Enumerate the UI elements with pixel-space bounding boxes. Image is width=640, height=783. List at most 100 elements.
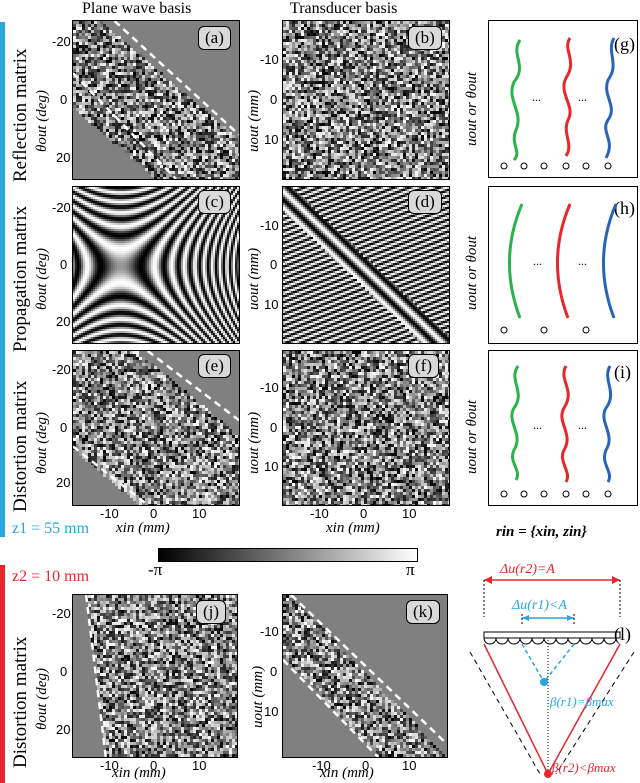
curve-i-blue [602, 365, 613, 483]
yaxis-label-j: θout (deg) [34, 668, 51, 730]
panel-f-image [282, 350, 450, 506]
panel-j-image [72, 594, 238, 758]
panel-d-image [282, 186, 450, 344]
ytick: 0 [60, 664, 67, 679]
rin-label: rin = {xin, zin} [496, 524, 587, 541]
ytick: 10 [264, 459, 278, 474]
tag-a: (a) [198, 26, 231, 50]
tag-b: (b) [408, 26, 442, 50]
ytick: -10 [260, 624, 279, 639]
ytick: -20 [52, 34, 71, 49]
yaxis-label-c: θout (deg) [34, 248, 51, 310]
panel-e-image [72, 350, 240, 506]
tag-j: (j) [196, 600, 227, 624]
curve-h-blue [602, 203, 618, 319]
ytick: 20 [56, 475, 70, 490]
ytick: -20 [52, 362, 71, 377]
xtick: 10 [402, 758, 416, 773]
ytick: -20 [52, 606, 71, 621]
yaxis-label-d: uout (mm) [246, 248, 263, 310]
delta-u-inner: Δu(r1)<A [512, 598, 567, 614]
colorbar-min: -π [148, 560, 162, 580]
ytick: 0 [270, 420, 277, 435]
delta-u-outer: Δu(r2)=A [500, 562, 555, 578]
curve-i-green [510, 365, 520, 481]
curve-g-blue [604, 37, 616, 159]
curve-i-red [560, 365, 570, 483]
xtick: 0 [362, 758, 369, 773]
column-title-plane-wave: Plane wave basis [82, 0, 191, 18]
curve-g-green [510, 39, 522, 162]
panel-k-image [282, 594, 448, 758]
yaxis-label-e: θout (deg) [34, 412, 51, 474]
panel-b-image [282, 20, 450, 180]
xtick: -10 [100, 758, 119, 773]
row-label-distortion-z2: Distortion matrix [10, 637, 32, 768]
tag-l: (l) [614, 624, 631, 645]
tag-e: (e) [198, 354, 231, 378]
xtick: -10 [100, 506, 119, 521]
tag-k: (k) [406, 600, 440, 624]
ellipsis: ... [533, 418, 542, 433]
row-label-propagation: Propagation matrix [10, 206, 32, 352]
curve-h-red [556, 203, 572, 319]
xaxis-label-k: xin (mm) [320, 765, 374, 782]
xtick: 10 [192, 506, 206, 521]
ytick: -10 [260, 218, 279, 233]
ytick: -10 [260, 52, 279, 67]
ytick: 0 [60, 92, 67, 107]
ytick: 20 [56, 314, 70, 329]
z1-bar [0, 22, 5, 537]
panel-l-schematic [469, 576, 635, 778]
ytick: 10 [264, 132, 278, 147]
beta-r2: β(r2)<βmax [552, 760, 616, 776]
yaxis-label-b: uout (mm) [246, 90, 263, 152]
tag-f: (f) [408, 354, 439, 378]
sources-i [500, 490, 612, 498]
xaxis-label-f: xin (mm) [326, 520, 380, 537]
schematic-axis-g: uout or θout [464, 72, 481, 146]
colorbar-max: π [406, 560, 415, 580]
ellipsis: ... [578, 418, 587, 433]
xaxis-label-e: xin (mm) [116, 520, 170, 537]
ytick: 0 [270, 257, 277, 272]
depth-z1: z1 = 55 mm [12, 520, 89, 538]
beta-r1: β(r1)=βmax [550, 694, 614, 710]
ytick: 20 [56, 722, 70, 737]
ytick: 0 [60, 420, 67, 435]
sources-g [500, 162, 612, 170]
row-label-distortion-z1: Distortion matrix [10, 381, 32, 512]
curve-h-green [508, 203, 524, 319]
row-label-reflection: Reflection matrix [10, 49, 32, 182]
ytick: 10 [264, 297, 278, 312]
tag-i: (i) [614, 362, 631, 383]
ytick: 10 [264, 704, 278, 719]
ytick: -20 [52, 200, 71, 215]
schematic-axis-i: uout or θout [464, 400, 481, 474]
schematic-curves [500, 37, 618, 498]
yaxis-label-f: uout (mm) [246, 412, 263, 474]
column-title-transducer: Transducer basis [290, 0, 397, 18]
tag-d: (d) [408, 190, 442, 214]
ellipsis: ... [532, 90, 541, 105]
ytick: 20 [56, 150, 70, 165]
xtick: 0 [360, 506, 367, 521]
ellipsis: ... [533, 254, 542, 269]
z2-bar [0, 565, 5, 783]
xaxis-label-j: xin (mm) [112, 765, 166, 782]
schematic-axis-h: uout or θout [464, 236, 481, 310]
ellipsis: ... [578, 254, 587, 269]
tag-h: (h) [614, 198, 635, 219]
curve-g-red [562, 37, 573, 157]
ytick: 0 [270, 664, 277, 679]
ytick: -10 [260, 380, 279, 395]
xtick: 10 [192, 758, 206, 773]
ellipsis: ... [578, 90, 587, 105]
depth-z2: z2 = 10 mm [12, 568, 89, 586]
ytick: 0 [270, 92, 277, 107]
xtick: 10 [402, 506, 416, 521]
tag-c: (c) [198, 190, 231, 214]
yaxis-label-a: θout (deg) [34, 90, 51, 152]
xtick: -10 [310, 506, 329, 521]
xtick: 0 [150, 758, 157, 773]
